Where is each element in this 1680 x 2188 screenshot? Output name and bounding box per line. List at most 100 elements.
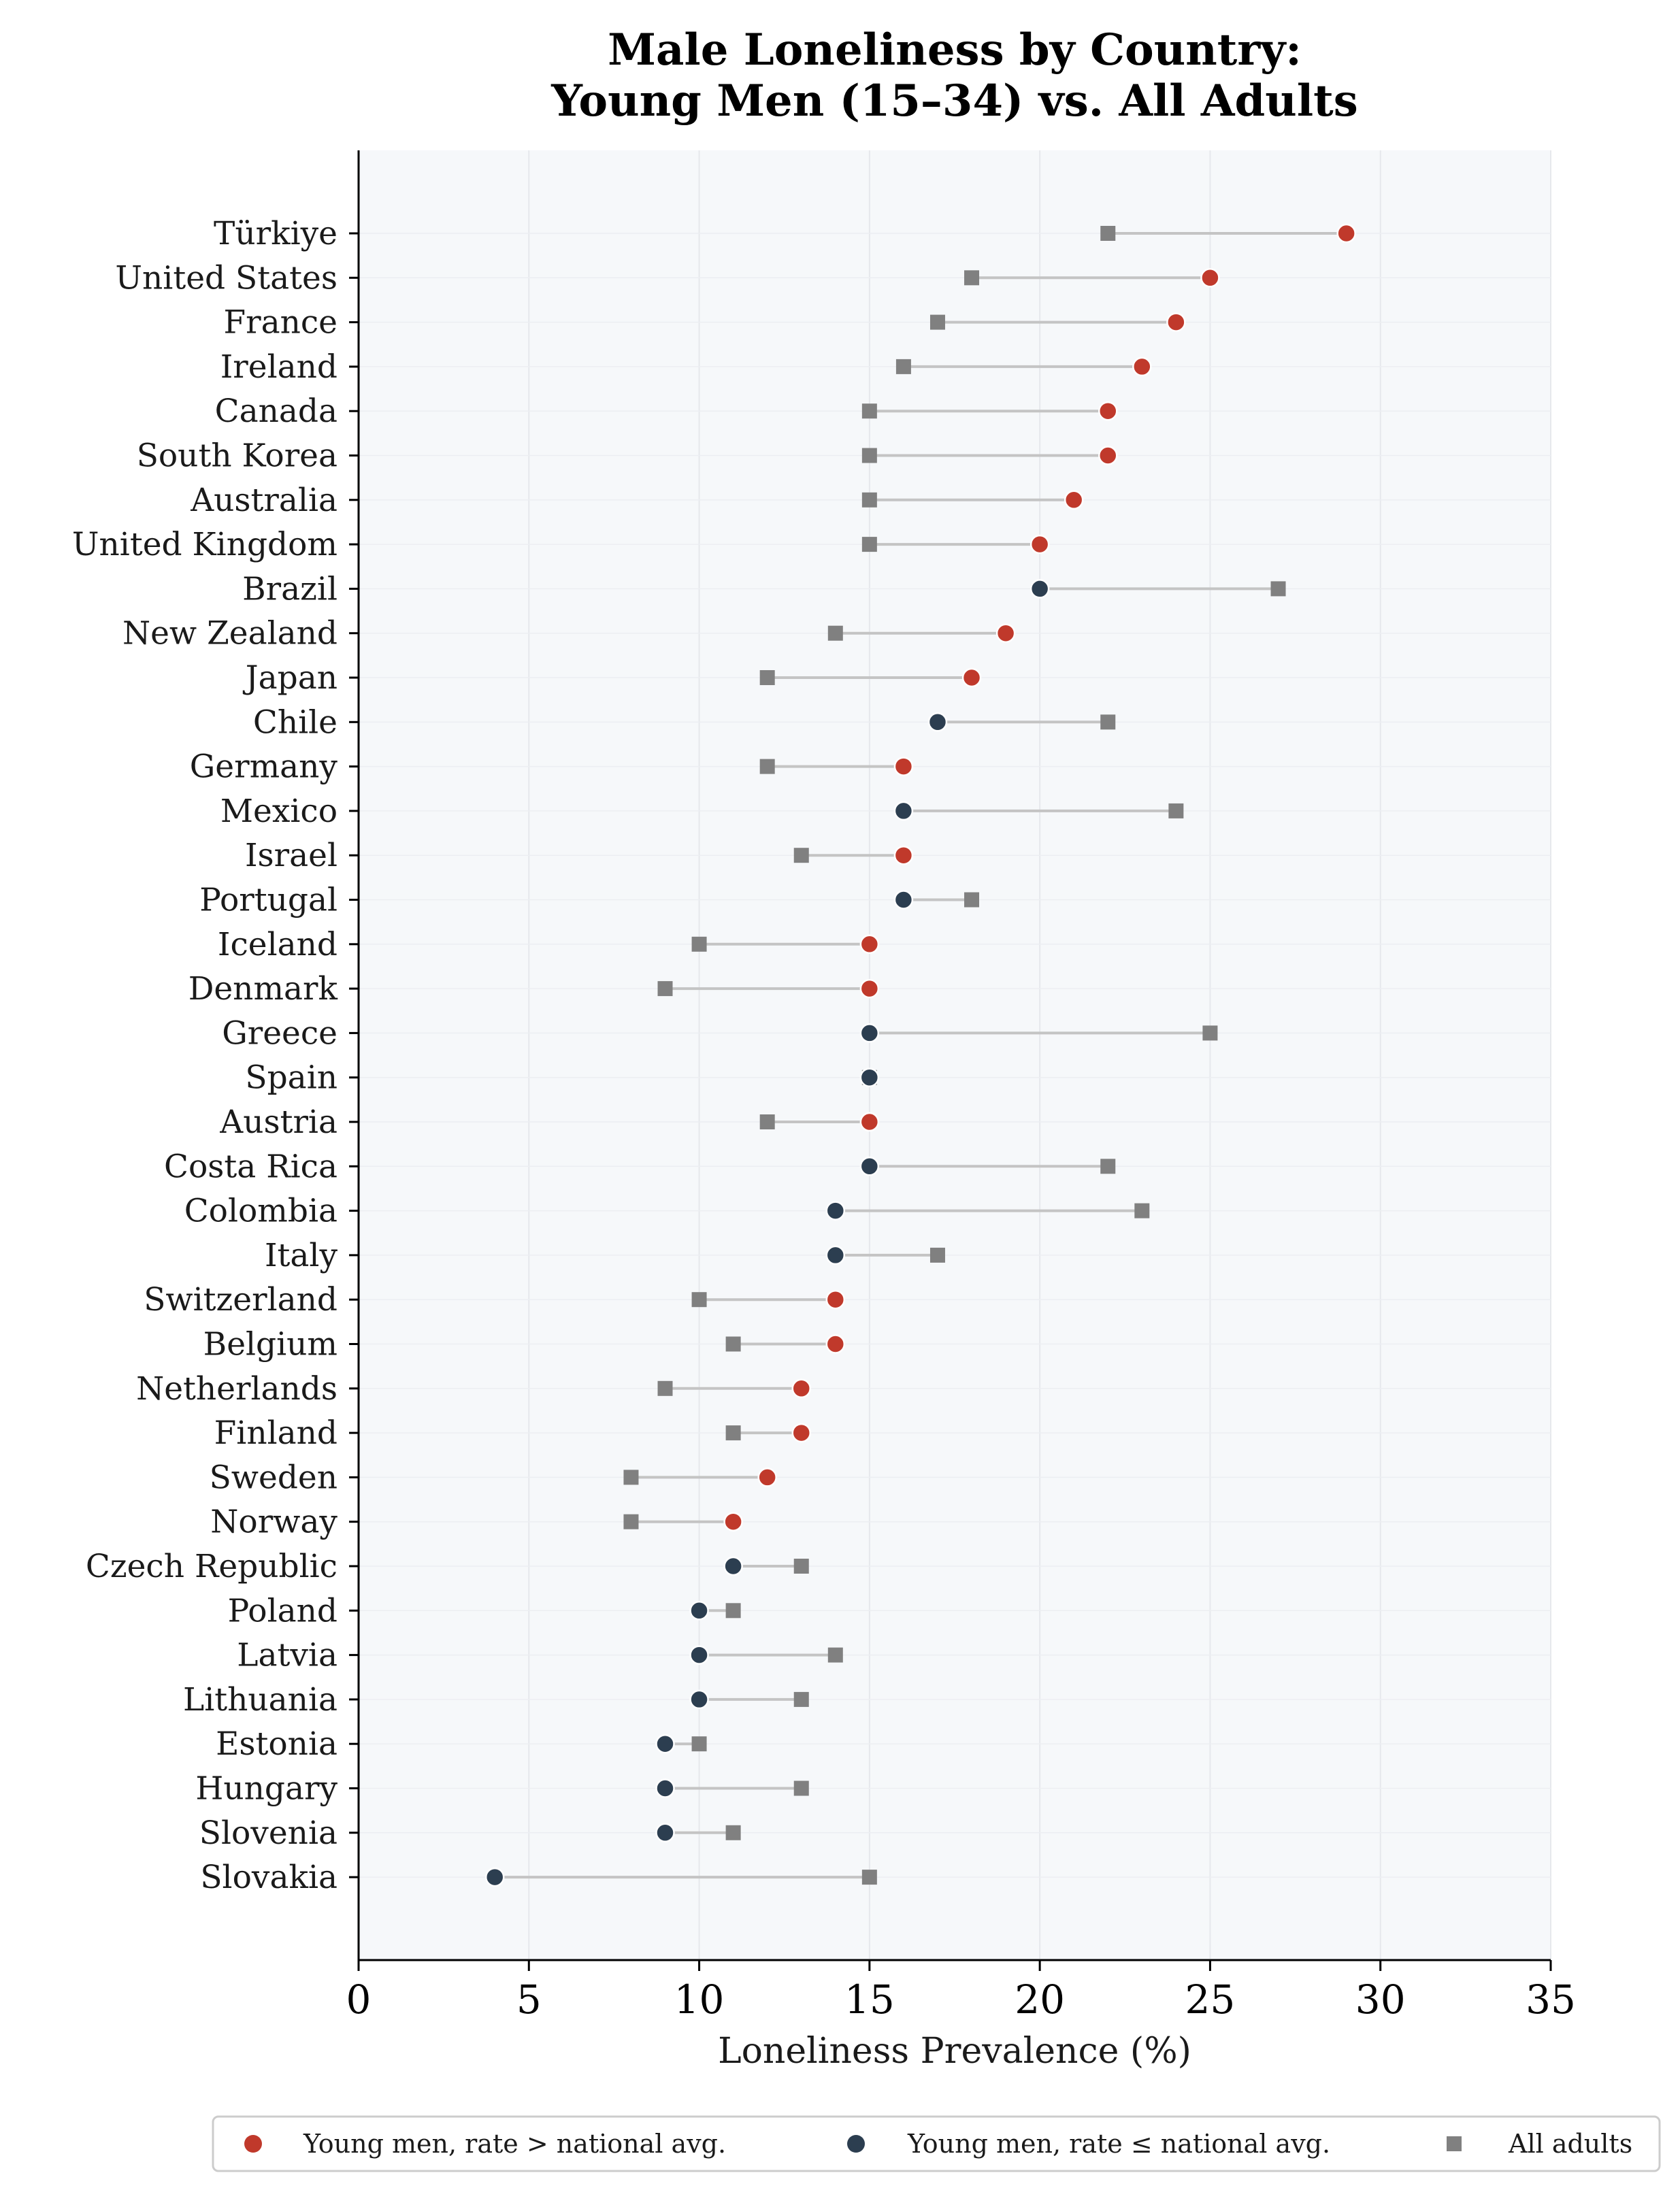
country-label-colombia: Colombia <box>184 1193 337 1230</box>
plot-background <box>359 150 1551 1960</box>
x-tick-label-15: 15 <box>844 1976 895 2023</box>
legend-marker-all-adults <box>1447 2136 1462 2151</box>
young-men-marker-south-korea <box>1098 446 1118 465</box>
young-men-marker-ireland <box>1132 357 1152 377</box>
young-men-marker-mexico <box>893 801 914 821</box>
legend-label-young-below: Young men, rate ≤ national avg. <box>907 2129 1330 2159</box>
young-men-marker-hungary <box>655 1778 675 1798</box>
all-adults-marker-united-kingdom <box>861 537 877 552</box>
young-men-marker-lithuania <box>689 1689 709 1710</box>
country-label-lithuania: Lithuania <box>183 1681 337 1719</box>
country-label-latvia: Latvia <box>237 1637 337 1674</box>
young-men-marker-slovenia <box>655 1823 675 1843</box>
country-label-slovakia: Slovakia <box>200 1859 337 1896</box>
young-men-marker-germany <box>893 757 914 776</box>
country-label-iceland: Iceland <box>218 926 337 963</box>
legend-marker-young-above <box>244 2135 262 2153</box>
axes: Türkiye United States France Ireland Canada S… <box>72 150 1576 2023</box>
all-adults-marker-france <box>929 314 945 330</box>
country-label-costa-rica: Costa Rica <box>164 1148 337 1185</box>
young-men-marker-japan <box>961 667 982 688</box>
young-men-marker-portugal <box>893 890 914 910</box>
young-men-marker-colombia <box>825 1201 846 1221</box>
young-men-marker-sweden <box>757 1468 777 1487</box>
young-men-marker-turkiye <box>1336 223 1356 244</box>
young-men-marker-israel <box>893 845 914 865</box>
young-men-marker-italy <box>825 1245 846 1265</box>
all-adults-marker-australia <box>861 492 877 508</box>
all-adults-marker-germany <box>759 759 775 774</box>
all-adults-marker-czech-republic <box>793 1559 809 1574</box>
all-adults-marker-poland <box>725 1603 741 1619</box>
country-label-italy: Italy <box>265 1237 338 1274</box>
country-label-czech-republic: Czech Republic <box>86 1548 337 1585</box>
chart-title-line-1: Male Loneliness by Country: <box>608 24 1302 76</box>
young-men-marker-new-zealand <box>995 623 1016 643</box>
country-label-chile: Chile <box>253 703 337 741</box>
all-adults-marker-chile <box>1100 714 1116 730</box>
legend-marker-young-below <box>847 2135 865 2153</box>
all-adults-marker-ireland <box>895 359 911 374</box>
all-adults-marker-switzerland <box>691 1292 707 1308</box>
young-men-marker-costa-rica <box>859 1157 880 1176</box>
all-adults-marker-turkiye <box>1100 226 1116 241</box>
country-label-denmark: Denmark <box>188 970 338 1008</box>
young-men-marker-austria <box>859 1112 880 1132</box>
young-men-marker-united-states <box>1200 268 1220 288</box>
young-men-marker-greece <box>859 1023 880 1043</box>
country-label-new-zealand: New Zealand <box>122 615 337 652</box>
all-adults-marker-slovenia <box>725 1825 741 1840</box>
country-label-israel: Israel <box>245 837 337 874</box>
young-men-marker-netherlands <box>791 1378 811 1399</box>
young-men-marker-chile <box>927 712 948 732</box>
all-adults-marker-netherlands <box>657 1380 673 1396</box>
country-label-hungary: Hungary <box>195 1770 337 1808</box>
all-adults-marker-colombia <box>1134 1203 1150 1219</box>
country-label-sweden: Sweden <box>210 1459 337 1496</box>
country-label-turkiye: Türkiye <box>214 215 337 252</box>
all-adults-marker-greece <box>1202 1025 1218 1041</box>
x-tick-label-25: 25 <box>1185 1976 1236 2023</box>
x-tick-label-30: 30 <box>1355 1976 1406 2023</box>
country-label-brazil: Brazil <box>242 570 337 608</box>
all-adults-marker-south-korea <box>861 448 877 463</box>
country-label-germany: Germany <box>190 748 338 786</box>
country-label-ireland: Ireland <box>220 348 337 386</box>
country-label-canada: Canada <box>215 393 337 430</box>
all-adults-marker-norway <box>623 1514 639 1529</box>
country-label-greece: Greece <box>222 1014 337 1052</box>
young-men-marker-czech-republic <box>723 1556 743 1576</box>
young-men-marker-slovakia <box>484 1867 505 1887</box>
young-men-marker-australia <box>1064 490 1084 510</box>
legend-label-young-above: Young men, rate > national avg. <box>303 2129 726 2159</box>
all-adults-marker-latvia <box>827 1647 843 1663</box>
country-label-south-korea: South Korea <box>137 437 337 475</box>
country-label-slovenia: Slovenia <box>199 1814 337 1852</box>
country-label-united-kingdom: United Kingdom <box>72 526 337 563</box>
all-adults-marker-canada <box>861 403 877 419</box>
young-men-marker-estonia <box>655 1734 675 1754</box>
country-label-australia: Australia <box>190 482 337 519</box>
young-men-marker-france <box>1166 312 1186 332</box>
connector-lines <box>495 232 1347 1879</box>
country-label-japan: Japan <box>243 659 337 697</box>
all-adults-marker-portugal <box>964 892 980 908</box>
young-men-marker-brazil <box>1030 579 1050 599</box>
country-label-belgium: Belgium <box>203 1326 337 1363</box>
chart-title-line-2: Young Men (15–34) vs. All Adults <box>550 76 1357 127</box>
all-adults-marker-slovakia <box>861 1870 877 1885</box>
x-tick-label-10: 10 <box>674 1976 725 2023</box>
young-men-marker-switzerland <box>825 1289 846 1310</box>
young-men-marker-latvia <box>689 1645 709 1665</box>
all-adults-marker-italy <box>929 1247 945 1263</box>
legend-label-all-adults: All adults <box>1508 2129 1632 2159</box>
all-adults-marker-austria <box>759 1114 775 1129</box>
young-men-marker-iceland <box>859 934 880 955</box>
country-label-austria: Austria <box>219 1104 337 1141</box>
country-label-norway: Norway <box>210 1504 337 1541</box>
legend-frame <box>212 2115 1661 2172</box>
x-tick-label-35: 35 <box>1526 1976 1576 2023</box>
young-men-marker-belgium <box>825 1334 846 1354</box>
x-tick-label-5: 5 <box>516 1976 542 2023</box>
